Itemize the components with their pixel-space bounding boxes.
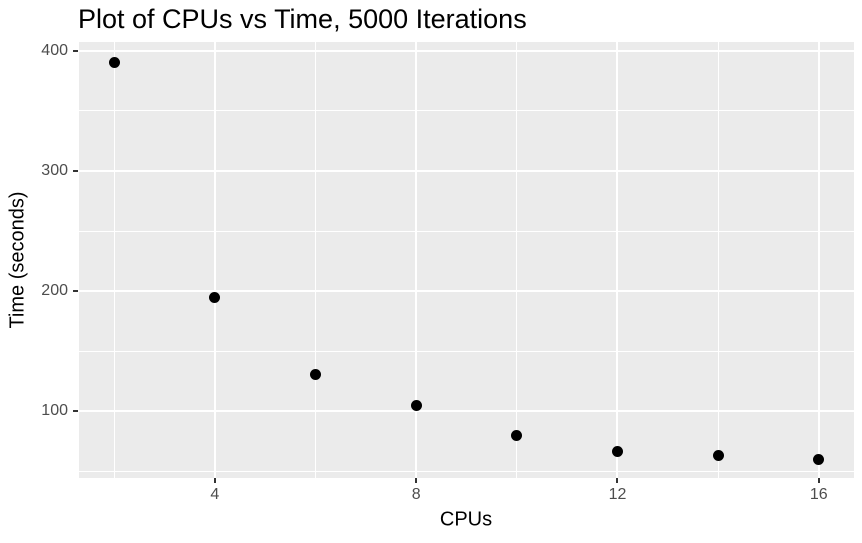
y-tick-mark: [73, 410, 78, 413]
x-tick-label: 12: [608, 486, 627, 503]
minor-gridline-horizontal: [79, 471, 854, 472]
plot-panel: [79, 42, 854, 478]
minor-gridline-vertical: [516, 42, 518, 478]
x-axis-title: CPUs: [439, 508, 493, 531]
major-gridline-vertical: [616, 42, 619, 478]
y-axis-title: Time (seconds): [6, 191, 29, 329]
y-tick-mark: [73, 49, 78, 52]
x-tick-mark: [817, 478, 820, 483]
x-tick-mark: [213, 478, 216, 483]
data-point: [712, 450, 724, 462]
x-tick-label: 16: [809, 486, 828, 503]
minor-gridline-vertical: [113, 42, 115, 478]
x-tick-mark: [616, 478, 619, 483]
y-tick-mark: [73, 170, 78, 173]
y-tick-label: 100: [41, 402, 68, 420]
minor-gridline-vertical: [717, 42, 719, 478]
major-gridline-vertical: [213, 42, 216, 478]
minor-gridline-horizontal: [79, 350, 854, 352]
data-point: [310, 368, 322, 380]
major-gridline-horizontal: [79, 170, 854, 173]
data-point: [511, 429, 523, 441]
major-gridline-vertical: [817, 42, 820, 478]
x-tick-label: 8: [411, 486, 421, 503]
major-gridline-horizontal: [79, 49, 854, 52]
minor-gridline-horizontal: [79, 110, 854, 112]
data-point: [209, 291, 221, 303]
x-tick-label: 4: [210, 486, 220, 503]
minor-gridline-vertical: [315, 42, 317, 478]
y-tick-label: 200: [41, 282, 68, 300]
x-tick-mark: [415, 478, 418, 483]
y-tick-label: 400: [41, 41, 68, 59]
major-gridline-horizontal: [79, 290, 854, 293]
minor-gridline-horizontal: [79, 230, 854, 232]
major-gridline-vertical: [415, 42, 418, 478]
data-point: [410, 399, 422, 411]
data-point: [108, 57, 120, 69]
y-tick-label: 300: [41, 162, 68, 180]
plot-title: Plot of CPUs vs Time, 5000 Iterations: [78, 4, 527, 34]
data-point: [813, 453, 825, 465]
major-gridline-horizontal: [79, 410, 854, 413]
y-tick-mark: [73, 290, 78, 293]
data-point: [611, 445, 623, 457]
